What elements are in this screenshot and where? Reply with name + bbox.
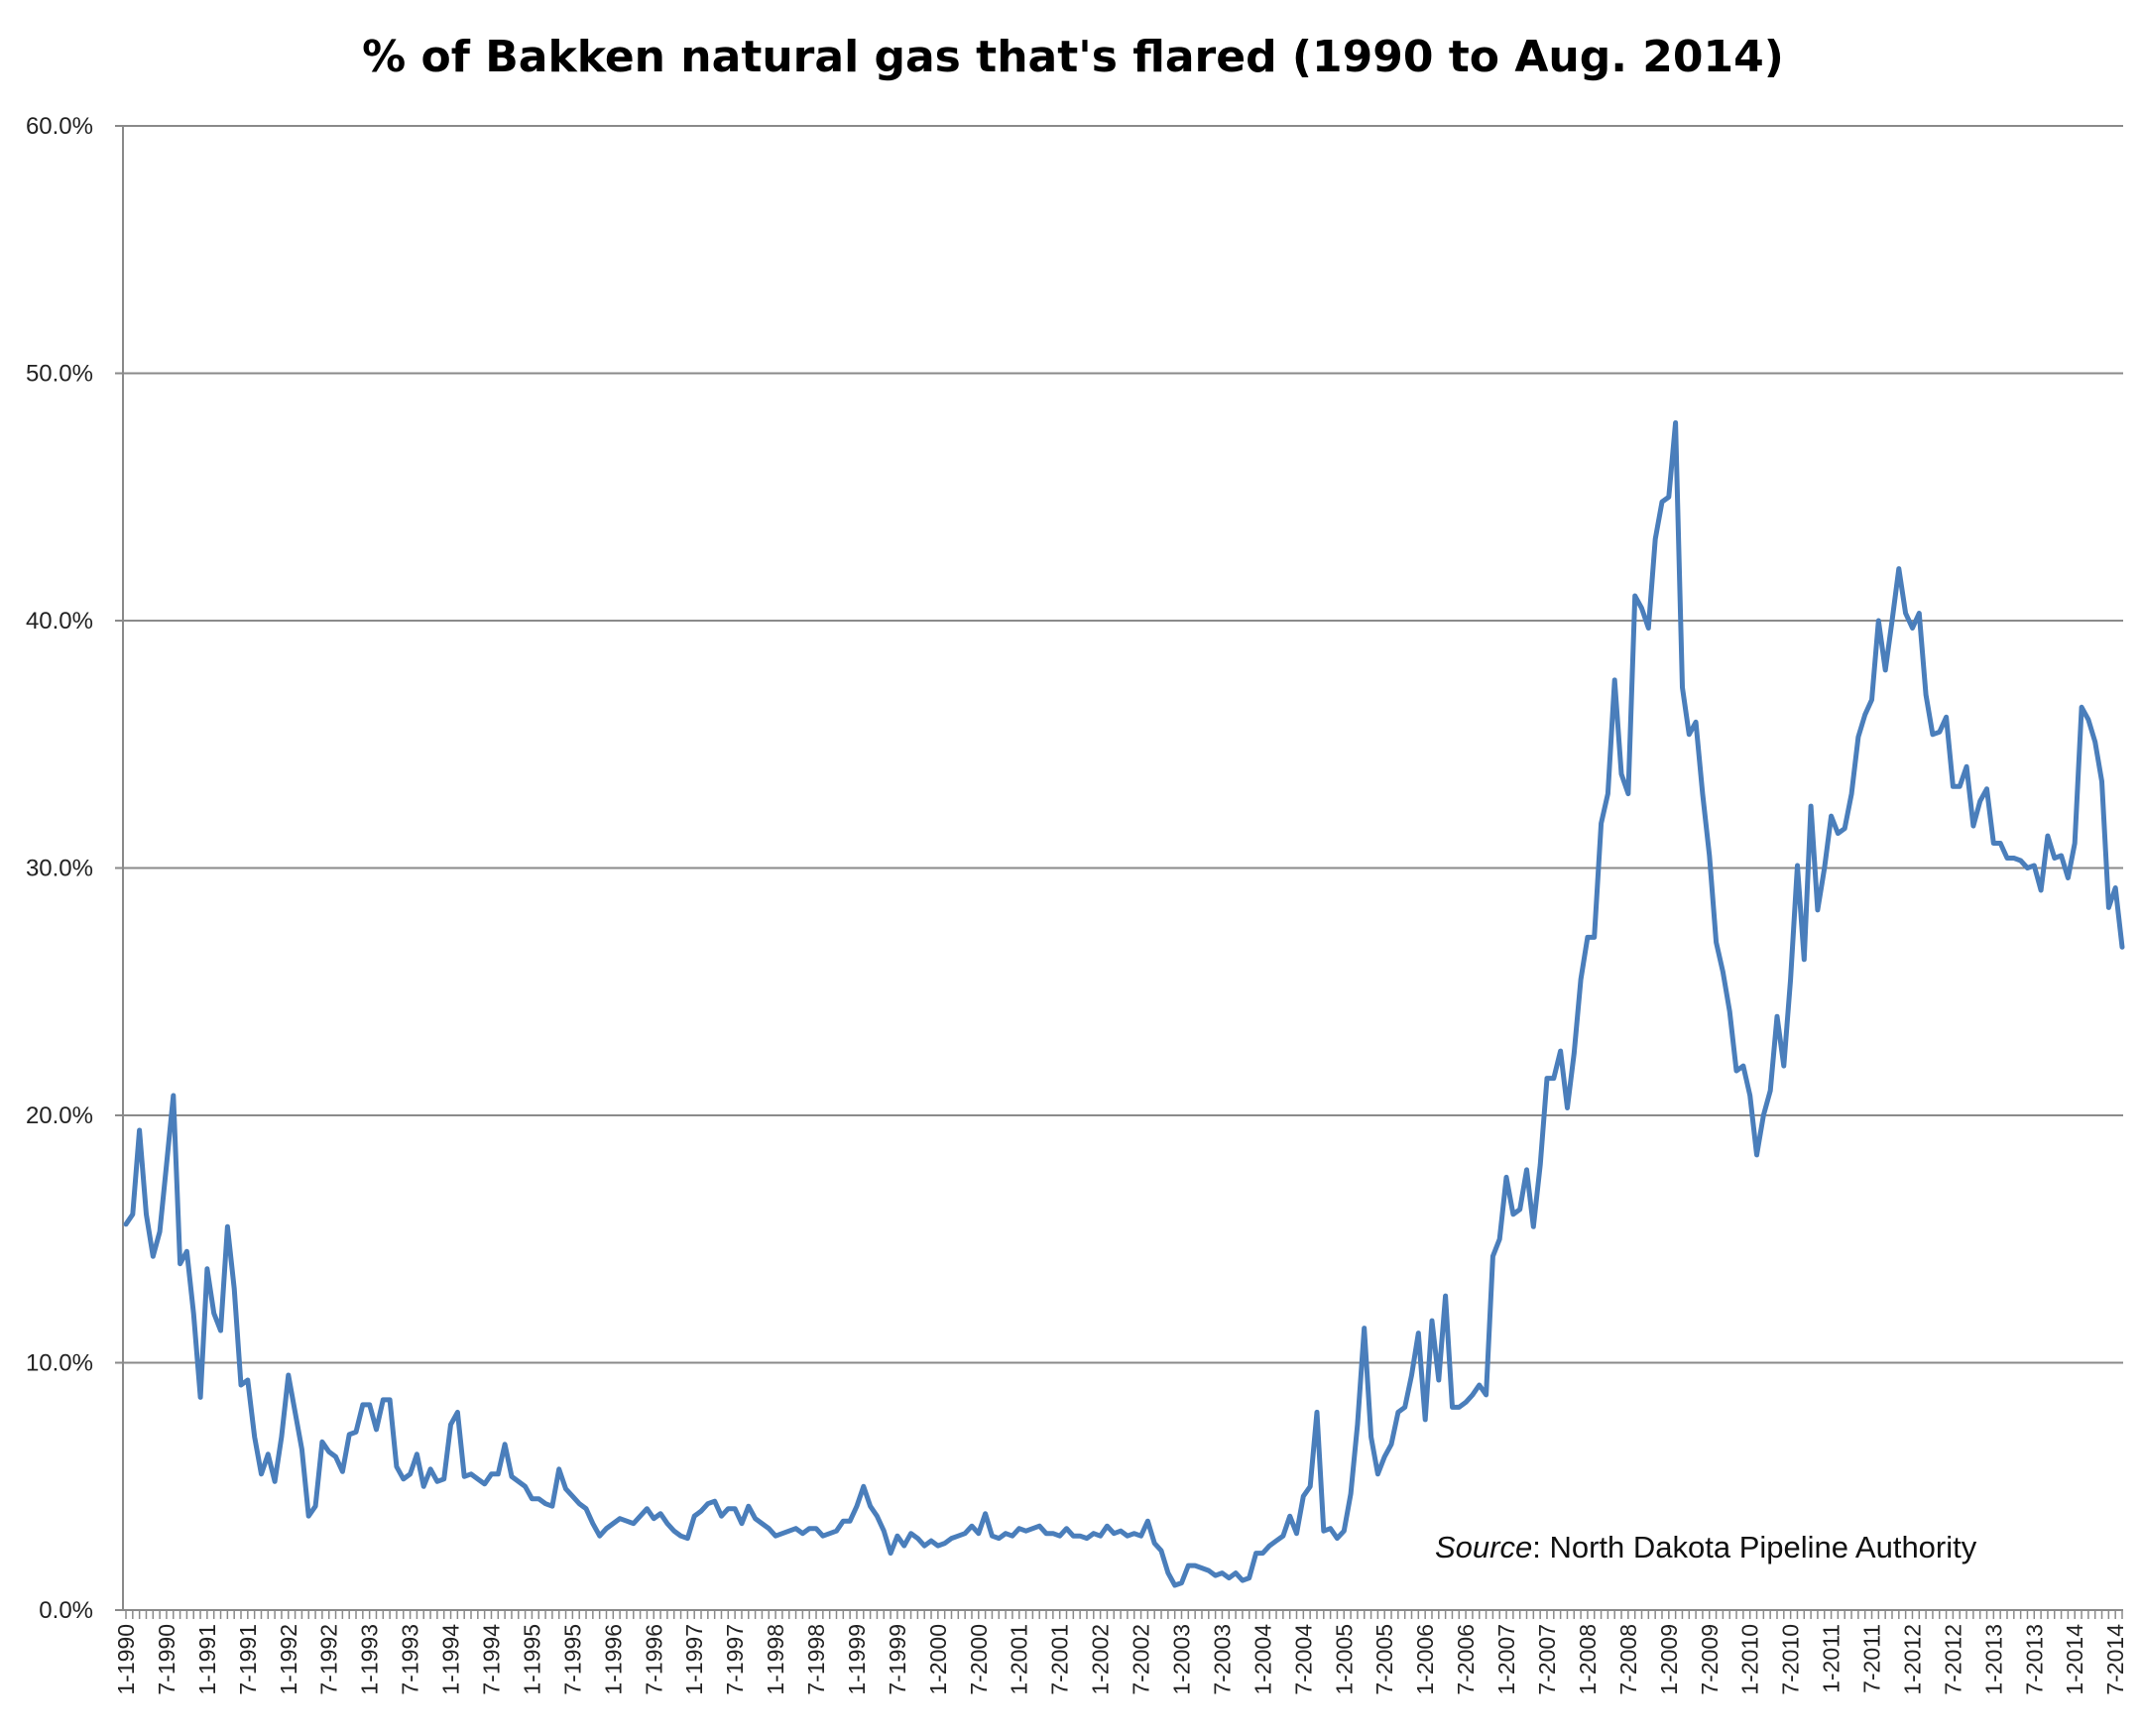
x-tick-label: 1-1992 [276, 1624, 301, 1695]
x-tick-label: 7-1991 [235, 1624, 261, 1695]
x-tick-label: 7-1992 [316, 1624, 342, 1695]
x-tick-label: 7-2001 [1047, 1624, 1073, 1695]
y-tick-label: 10.0% [26, 1350, 93, 1377]
chart-title: % of Bakken natural gas that's flared (1… [362, 32, 1784, 82]
x-tick-label: 7-2002 [1129, 1624, 1154, 1695]
x-tick-label: 7-1994 [478, 1624, 504, 1695]
x-tick-label: 1-2007 [1493, 1624, 1519, 1695]
x-tick-label: 1-2000 [925, 1624, 951, 1695]
y-tick-label: 40.0% [26, 608, 93, 635]
x-tick-label: 1-2008 [1575, 1624, 1601, 1695]
source-label: Source [1435, 1530, 1532, 1564]
y-tick-label: 60.0% [26, 113, 93, 140]
x-tick-label: 1-2005 [1331, 1624, 1357, 1695]
x-tick-label: 7-2011 [1859, 1624, 1885, 1693]
x-tick-label: 7-2007 [1534, 1624, 1560, 1695]
source-text: : North Dakota Pipeline Authority [1532, 1530, 1977, 1564]
x-tick-label: 1-2004 [1250, 1624, 1275, 1695]
x-tick-label: 1-1991 [194, 1624, 220, 1695]
y-tick-label: 50.0% [26, 361, 93, 388]
series-line-flared [123, 419, 2125, 1588]
y-tick-label: 0.0% [39, 1597, 93, 1624]
y-axis-ticks: 0.0% 10.0% 20.0% 30.0% 40.0% 50.0% 60.0% [26, 113, 123, 1624]
x-tick-label: 1-1994 [438, 1624, 464, 1695]
x-tick-label: 7-1996 [641, 1624, 666, 1695]
x-tick-label: 1-2010 [1737, 1624, 1763, 1695]
x-tick-label: 7-1999 [885, 1624, 910, 1695]
x-tick-label: 7-2003 [1209, 1624, 1235, 1695]
x-tick-label: 7-2008 [1615, 1624, 1641, 1695]
gridlines [115, 125, 2123, 1610]
x-tick-label: 1-2006 [1412, 1624, 1438, 1695]
x-tick-label: 7-1995 [559, 1624, 585, 1695]
x-tick-label: 7-2009 [1697, 1624, 1723, 1695]
x-tick-label: 1-2002 [1088, 1624, 1114, 1695]
x-tick-label: 1-1999 [844, 1624, 870, 1695]
x-tick-label: 1-2009 [1656, 1624, 1682, 1695]
x-tick-label: 7-2013 [2021, 1624, 2047, 1695]
x-tick-label: 7-2010 [1778, 1624, 1804, 1695]
y-tick-label: 30.0% [26, 856, 93, 882]
x-tick-label: 7-1990 [154, 1624, 179, 1695]
series-layer [123, 419, 2125, 1588]
x-tick-label: 1-2011 [1819, 1624, 1844, 1693]
x-tick-label: 1-2013 [1980, 1624, 2006, 1695]
x-tick-label: 1-1990 [113, 1624, 139, 1695]
x-tick-label: 1-1997 [681, 1624, 707, 1695]
x-tick-label: 7-1997 [722, 1624, 748, 1695]
x-tick-label: 7-1993 [398, 1624, 423, 1695]
x-tick-label: 1-2003 [1169, 1624, 1195, 1695]
x-tick-label: 1-2014 [2062, 1624, 2087, 1695]
x-tick-label: 7-2000 [966, 1624, 992, 1695]
x-tick-label: 7-2005 [1371, 1624, 1397, 1695]
x-tick-label: 7-1998 [803, 1624, 829, 1695]
x-tick-label: 7-2012 [1940, 1624, 1965, 1695]
x-axis: 1-1990 7-1990 1-1991 7-1991 1-1992 7-1992 1-19… [113, 1609, 2128, 1695]
x-tick-label: 1-1996 [600, 1624, 626, 1695]
x-tick-label: 7-2014 [2102, 1624, 2128, 1695]
y-tick-label: 20.0% [26, 1102, 93, 1129]
x-tick-label: 1-1993 [357, 1624, 383, 1695]
x-tick-label: 7-2004 [1290, 1624, 1316, 1695]
x-tick-label: 7-2006 [1453, 1624, 1479, 1695]
x-tick-label: 1-1998 [763, 1624, 788, 1695]
x-tick-label: 1-2012 [1899, 1624, 1925, 1695]
x-tick-label: 1-2001 [1007, 1624, 1032, 1695]
x-tick-label: 1-1995 [519, 1624, 544, 1695]
source-annotation: Source: North Dakota Pipeline Authority [1435, 1530, 1977, 1564]
